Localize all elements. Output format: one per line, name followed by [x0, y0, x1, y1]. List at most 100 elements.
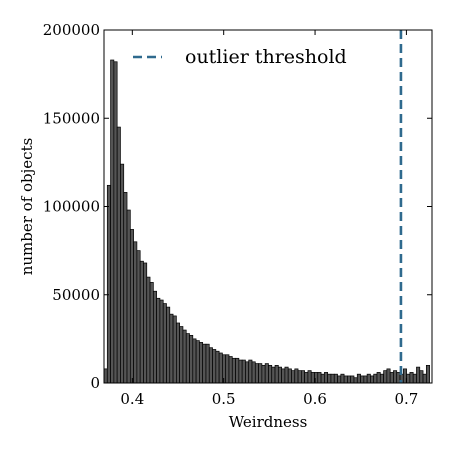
histogram-bar [254, 363, 259, 384]
histogram-bar [373, 373, 378, 384]
histogram-bar [225, 354, 230, 384]
histogram-bar [383, 370, 388, 384]
histogram-bar [129, 229, 134, 384]
histogram-bar [350, 375, 355, 384]
x-axis-ticks: 0.4 0.5 0.6 0.7 [120, 30, 418, 408]
histogram-bar [215, 350, 220, 384]
histogram-bar [356, 373, 361, 384]
histogram-bar [159, 299, 164, 384]
x-tick-label: 0.5 [212, 390, 236, 408]
histogram-bar [126, 209, 131, 384]
histogram-bar [376, 372, 381, 384]
histogram-bar [268, 365, 273, 384]
histogram-bar [425, 365, 430, 384]
histogram-bar [248, 359, 253, 384]
legend: outlier threshold [133, 46, 347, 68]
histogram-bar [264, 363, 269, 384]
histogram-bar [189, 334, 194, 384]
x-tick-label: 0.4 [120, 390, 144, 408]
histogram-bar [169, 313, 174, 384]
histogram-bar [195, 340, 200, 384]
histogram-bar [251, 361, 256, 384]
x-axis-label: Weirdness [229, 413, 308, 431]
histogram-bar [287, 368, 292, 384]
histogram-bar [340, 373, 345, 384]
y-axis-ticks: 0 50000 100000 150000 200000 [43, 21, 432, 392]
histogram-bar [133, 241, 138, 384]
histogram-bars [103, 59, 430, 384]
histogram-bar [284, 366, 289, 384]
x-tick-label: 0.6 [303, 390, 327, 408]
y-tick-label: 200000 [43, 21, 100, 39]
histogram-bar [136, 250, 141, 384]
histogram-bar [261, 365, 266, 384]
histogram-bar [271, 366, 276, 384]
histogram-bar [149, 282, 154, 384]
histogram-bar [205, 343, 210, 384]
histogram-bar [258, 363, 263, 384]
y-tick-label: 150000 [43, 109, 100, 127]
histogram-bar [324, 372, 329, 384]
histogram-bar [208, 347, 213, 384]
histogram-bar [347, 375, 352, 384]
histogram-bar [307, 370, 312, 384]
histogram-bar [120, 163, 125, 384]
histogram-bar [330, 373, 335, 384]
histogram-bar [139, 260, 144, 384]
histogram-bar [146, 276, 151, 384]
histogram-bar [406, 373, 411, 384]
histogram-bar [416, 366, 421, 384]
y-axis-label: number of objects [18, 138, 36, 276]
histogram-bar [366, 373, 371, 384]
y-tick-label: 50000 [52, 286, 100, 304]
histogram-bar [386, 368, 391, 384]
histogram-bar [166, 306, 171, 384]
histogram-bar [300, 370, 305, 384]
histogram-bar [179, 326, 184, 384]
histogram-bar [185, 333, 190, 384]
histogram-bar [393, 370, 398, 384]
histogram-bar [327, 373, 332, 384]
histogram-bar [182, 329, 187, 384]
histogram-bar [363, 375, 368, 384]
histogram-bar [304, 372, 309, 384]
histogram-bar [202, 343, 207, 384]
histogram-bar [235, 357, 240, 384]
histogram-bar [422, 373, 427, 384]
histogram-bar [291, 370, 296, 384]
x-tick-label: 0.7 [394, 390, 418, 408]
histogram-bar [294, 368, 299, 384]
histogram-bar [231, 357, 236, 384]
y-tick-label: 100000 [43, 198, 100, 216]
histogram-bar [353, 377, 358, 384]
histogram-bar [238, 359, 243, 384]
histogram-bar [277, 366, 282, 384]
histogram-bar [281, 368, 286, 384]
histogram-bar [245, 361, 250, 384]
histogram-bar [152, 290, 157, 384]
histogram-bar [212, 349, 217, 384]
histogram-bar [396, 372, 401, 384]
histogram-bar [110, 59, 115, 384]
histogram-bar [199, 342, 204, 384]
histogram-bar [143, 262, 148, 384]
histogram-bar [156, 297, 161, 384]
histogram-bar [228, 356, 233, 384]
histogram-bar [379, 373, 384, 384]
histogram-bar [389, 372, 394, 384]
histogram-bar [113, 61, 118, 384]
histogram-bar [360, 375, 365, 384]
histogram-bar [116, 126, 121, 384]
histogram-bar [317, 372, 322, 384]
histogram-bar [337, 375, 342, 384]
histogram-bar [310, 372, 315, 384]
histogram-bar [343, 375, 348, 384]
histogram-bar [409, 372, 414, 384]
histogram-bar [176, 322, 181, 384]
histogram-bar [333, 373, 338, 384]
histogram-bar [192, 338, 197, 384]
histogram-bar [419, 370, 424, 384]
histogram-bar [297, 370, 302, 384]
histogram-bar [172, 315, 177, 384]
